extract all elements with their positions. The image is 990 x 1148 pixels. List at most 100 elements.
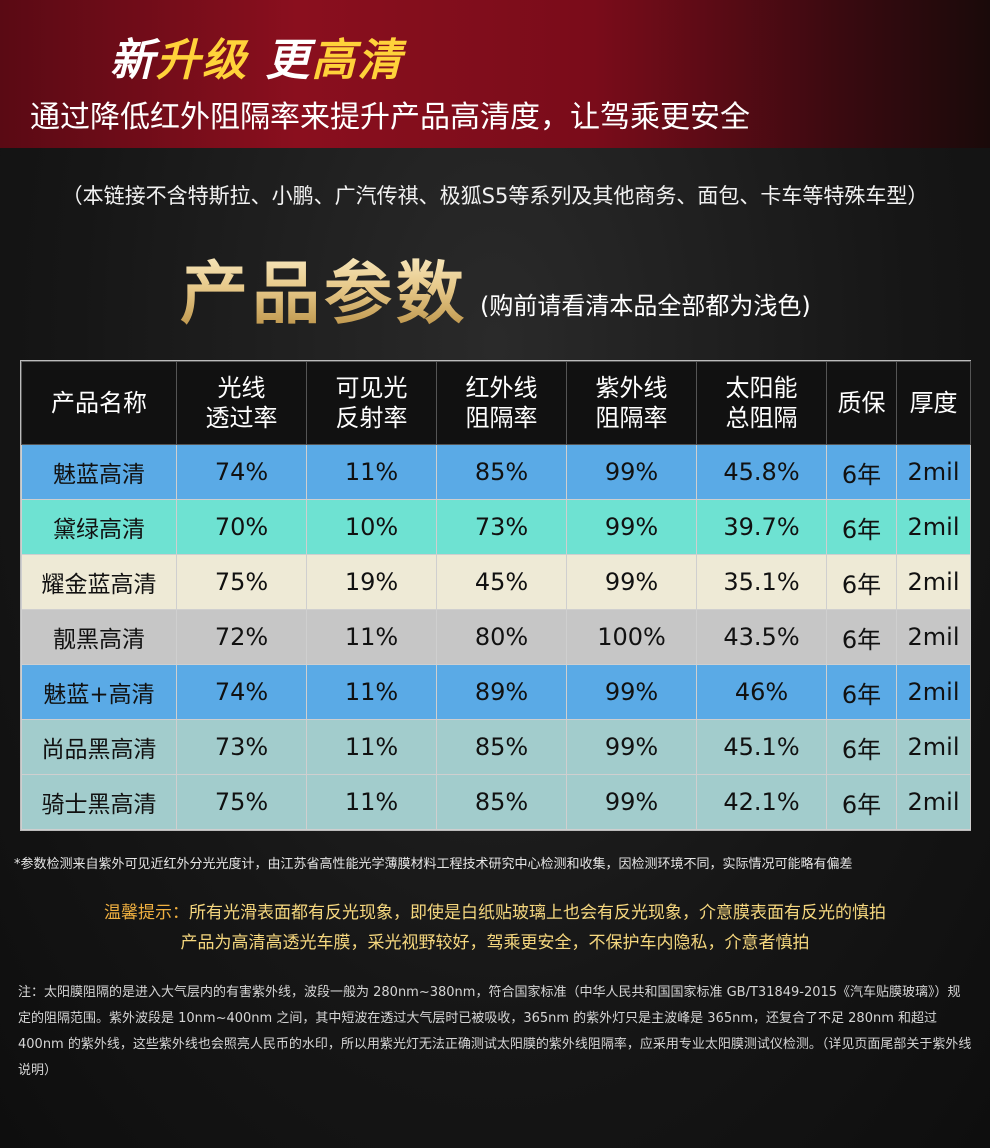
uv-footnote: 注：太阳膜阻隔的是进入大气层内的有害紫外线，波段一般为 280nm~380nm，…	[18, 985, 972, 1078]
table-header-text: 透过率	[205, 404, 278, 432]
table-row: 靓黑高清 72% 11% 80% 100% 43.5% 6年 2mil	[21, 609, 971, 665]
table-cell: 10%	[306, 499, 437, 555]
table-header-text: 光线	[217, 374, 266, 402]
table-cell: 11%	[306, 719, 437, 775]
table-cell: 70%	[176, 499, 307, 555]
table-cell: 99%	[566, 554, 697, 610]
table-row: 尚品黑高清 73% 11% 85% 99% 45.1% 6年 2mil	[21, 719, 971, 775]
table-cell: 6年	[826, 609, 897, 665]
product-name-cell: 骑士黑高清	[21, 774, 177, 830]
table-cell: 2mil	[896, 609, 971, 665]
table-header-text: 总阻隔	[725, 404, 798, 432]
product-name-cell: 黛绿高清	[21, 499, 177, 555]
table-cell: 99%	[566, 664, 697, 720]
tip-line-1: 所有光滑表面都有反光现象，即使是白纸贴玻璃上也会有反光现象，介意膜表面有反光的慎…	[189, 903, 886, 923]
table-cell: 74%	[176, 664, 307, 720]
table-cell: 45.8%	[696, 444, 827, 500]
table-cell: 2mil	[896, 554, 971, 610]
table-cell: 6年	[826, 774, 897, 830]
title-part-new: 新	[110, 35, 156, 86]
table-cell: 75%	[176, 774, 307, 830]
table-cell: 19%	[306, 554, 437, 610]
test-disclaimer: *参数检测来自紫外可见近红外分光光度计，由江苏省高性能光学薄膜材料工程技术研究中…	[14, 857, 853, 872]
table-cell: 75%	[176, 554, 307, 610]
table-cell: 43.5%	[696, 609, 827, 665]
table-header-cell: 太阳能 总阻隔	[696, 361, 827, 445]
table-header-cell: 质保	[826, 361, 897, 445]
banner-subtitle: 通过降低红外阻隔率来提升产品高清度，让驾乘更安全	[30, 100, 750, 135]
table-header-text: 阻隔率	[595, 404, 668, 432]
params-subtitle: (购前请看清本品全部都为浅色)	[480, 292, 811, 320]
banner-title: 新升级 更高清	[110, 24, 403, 88]
table-header-cell: 紫外线 阻隔率	[566, 361, 697, 445]
product-name-cell: 魅蓝高清	[21, 444, 177, 500]
table-cell: 46%	[696, 664, 827, 720]
title-part-upgrade: 升级	[156, 35, 248, 86]
product-name-cell: 尚品黑高清	[21, 719, 177, 775]
table-cell: 2mil	[896, 774, 971, 830]
table-header-cell: 光线 透过率	[176, 361, 307, 445]
tip-line-2: 产品为高清高透光车膜，采光视野较好，驾乘更安全，不保护车内隐私，介意者慎拍	[180, 933, 810, 953]
table-header-cell: 产品名称	[21, 361, 177, 445]
table-cell: 11%	[306, 774, 437, 830]
title-part-more: 更	[265, 35, 312, 86]
table-row: 魅蓝高清 74% 11% 85% 99% 45.8% 6年 2mil	[21, 444, 971, 500]
table-cell: 72%	[176, 609, 307, 665]
table-cell: 89%	[436, 664, 567, 720]
title-part-hd: 高清	[311, 35, 404, 86]
table-row: 耀金蓝高清 75% 19% 45% 99% 35.1% 6年 2mil	[21, 554, 971, 610]
table-cell: 99%	[566, 499, 697, 555]
table-row: 骑士黑高清 75% 11% 85% 99% 42.1% 6年 2mil	[21, 774, 971, 830]
table-header-text: 太阳能	[725, 374, 798, 402]
table-cell: 11%	[306, 444, 437, 500]
product-name-cell: 耀金蓝高清	[21, 554, 177, 610]
table-cell: 6年	[826, 444, 897, 500]
table-cell: 99%	[566, 444, 697, 500]
table-header-text: 红外线	[465, 374, 538, 402]
table-cell: 85%	[436, 719, 567, 775]
table-cell: 45.1%	[696, 719, 827, 775]
table-cell: 100%	[566, 609, 697, 665]
table-cell: 11%	[306, 609, 437, 665]
table-header-cell: 红外线 阻隔率	[436, 361, 567, 445]
table-row: 魅蓝+高清 74% 11% 89% 99% 46% 6年 2mil	[21, 664, 971, 720]
exclusion-notice: （本链接不含特斯拉、小鹏、广汽传祺、极狐S5等系列及其他商务、面包、卡车等特殊车…	[61, 184, 929, 208]
params-title: 产品参数	[180, 238, 468, 337]
table-cell: 73%	[436, 499, 567, 555]
table-cell: 6年	[826, 499, 897, 555]
table-header-text: 可见光	[335, 374, 408, 402]
table-header-text: 反射率	[335, 404, 408, 432]
table-cell: 2mil	[896, 664, 971, 720]
table-cell: 2mil	[896, 444, 971, 500]
table-row: 黛绿高清 70% 10% 73% 99% 39.7% 6年 2mil	[21, 499, 971, 555]
table-header-row: 产品名称 光线 透过率 可见光 反射率 红外线 阻隔率 紫外线 阻隔率 太阳能 总阻隔 质保 厚度	[21, 361, 971, 445]
promo-banner: 新升级 更高清 通过降低红外阻隔率来提升产品高清度，让驾乘更安全	[0, 0, 990, 148]
warm-tip: 温馨提示：所有光滑表面都有反光现象，即使是白纸贴玻璃上也会有反光现象，介意膜表面…	[0, 898, 990, 958]
tip-label: 温馨提示：	[104, 903, 189, 923]
table-cell: 39.7%	[696, 499, 827, 555]
table-cell: 6年	[826, 664, 897, 720]
table-cell: 80%	[436, 609, 567, 665]
table-header-text: 厚度	[909, 389, 958, 417]
table-header-cell: 厚度	[896, 361, 971, 445]
table-cell: 99%	[566, 774, 697, 830]
product-params-table: 产品名称 光线 透过率 可见光 反射率 红外线 阻隔率 紫外线 阻隔率 太阳能 总阻隔 质保 厚度 魅蓝…	[20, 360, 971, 831]
product-name-cell: 魅蓝+高清	[21, 664, 177, 720]
table-cell: 74%	[176, 444, 307, 500]
table-header-text: 产品名称	[51, 389, 147, 417]
table-header-cell: 可见光 反射率	[306, 361, 437, 445]
table-cell: 11%	[306, 664, 437, 720]
table-header-text: 紫外线	[595, 374, 668, 402]
table-header-text: 质保	[837, 389, 886, 417]
table-header-text: 阻隔率	[465, 404, 538, 432]
table-cell: 2mil	[896, 719, 971, 775]
product-name-cell: 靓黑高清	[21, 609, 177, 665]
table-cell: 85%	[436, 444, 567, 500]
table-cell: 2mil	[896, 499, 971, 555]
table-cell: 99%	[566, 719, 697, 775]
table-cell: 73%	[176, 719, 307, 775]
table-cell: 42.1%	[696, 774, 827, 830]
table-cell: 85%	[436, 774, 567, 830]
table-cell: 6年	[826, 554, 897, 610]
table-cell: 45%	[436, 554, 567, 610]
